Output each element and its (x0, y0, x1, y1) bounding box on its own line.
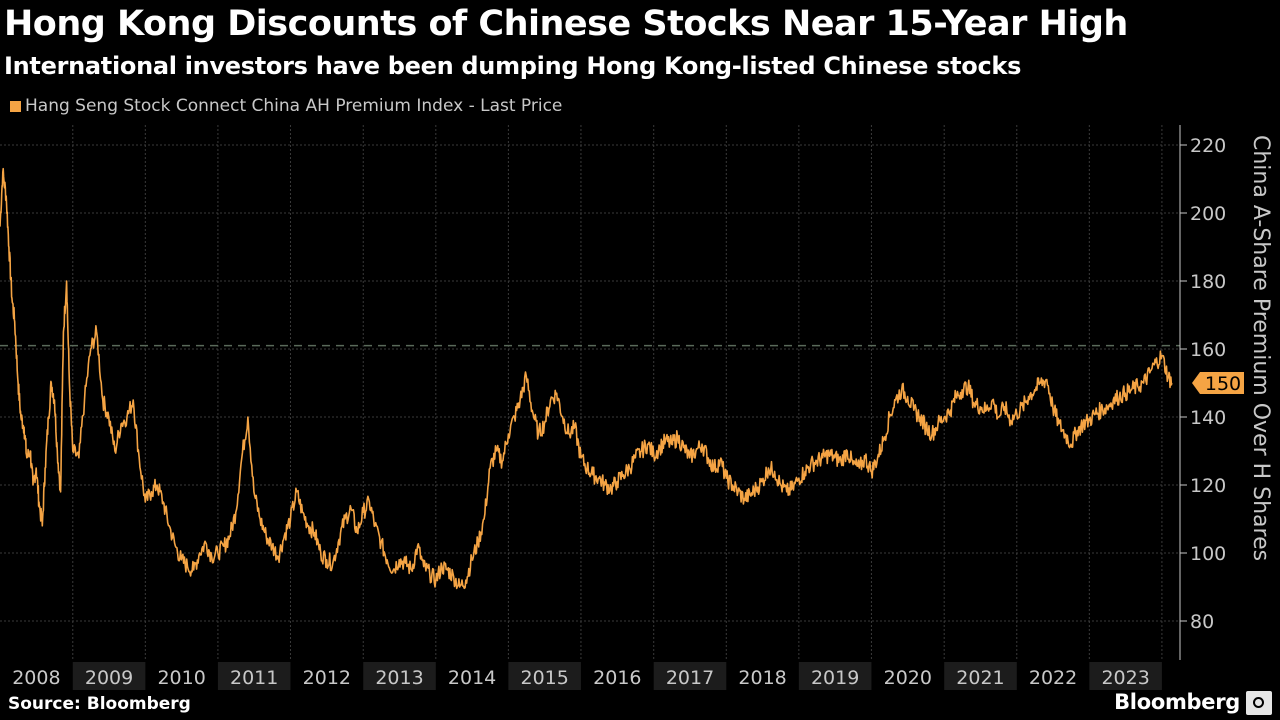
y-tick-label: 80 (1190, 611, 1214, 633)
y-tick-label: 140 (1190, 407, 1226, 429)
x-tick-label: 2012 (303, 667, 351, 689)
x-axis-ticks: 2008 2009 2010 2011 2012 2013 2014 2015 2016 2017… (12, 667, 1150, 689)
x-tick-label: 2008 (12, 667, 60, 689)
y-tick-label: 120 (1190, 475, 1226, 497)
x-tick-label: 2019 (811, 667, 859, 689)
source-note: Source: Bloomberg (8, 694, 191, 714)
y-tick-label: 160 (1190, 339, 1226, 361)
x-tick-label: 2017 (666, 667, 714, 689)
brand-logo-text: Bloomberg (1114, 690, 1240, 714)
last-value-badge: 150 (1192, 372, 1244, 395)
x-tick-label: 2013 (375, 667, 423, 689)
y-tick-label: 100 (1190, 543, 1226, 565)
year-band (217, 662, 291, 690)
x-tick-label: 2011 (230, 667, 278, 689)
x-tick-label: 2010 (157, 667, 205, 689)
year-band (363, 662, 436, 690)
x-tick-label: 2015 (520, 667, 568, 689)
year-band (653, 662, 727, 690)
year-band (798, 662, 872, 690)
x-tick-label: 2014 (448, 667, 496, 689)
y-tick-label: 200 (1190, 203, 1226, 225)
chart-subtitle: International investors have been dumpin… (4, 52, 1022, 80)
legend: Hang Seng Stock Connect China AH Premium… (10, 96, 562, 116)
x-tick-label: 2020 (884, 667, 932, 689)
bloomberg-icon (1246, 691, 1272, 715)
x-tick-label: 2009 (85, 667, 133, 689)
x-tick-label: 2018 (738, 667, 786, 689)
year-band (508, 662, 581, 690)
legend-label: Hang Seng Stock Connect China AH Premium… (25, 96, 563, 116)
y-axis-ticks: 80 100 120 140 160 180 200 220 (1180, 135, 1226, 633)
y-axis-title: China A-Share Premium Over H Shares (1248, 135, 1273, 561)
year-band (944, 662, 1017, 690)
y-tick-label: 180 (1190, 271, 1226, 293)
x-tick-label: 2023 (1101, 667, 1149, 689)
year-bands (72, 662, 1162, 690)
last-value-shape (1192, 372, 1244, 394)
last-value-label: 150 (1205, 373, 1241, 395)
x-tick-label: 2021 (956, 667, 1004, 689)
legend-swatch (10, 100, 21, 112)
year-band (72, 662, 146, 690)
grid-lines (0, 125, 1180, 660)
chart-title: Hong Kong Discounts of Chinese Stocks Ne… (4, 4, 1128, 44)
x-tick-label: 2022 (1029, 667, 1077, 689)
series-line (0, 167, 1173, 590)
x-tick-label: 2016 (593, 667, 641, 689)
y-tick-label: 220 (1190, 135, 1226, 157)
year-band (1089, 662, 1162, 690)
